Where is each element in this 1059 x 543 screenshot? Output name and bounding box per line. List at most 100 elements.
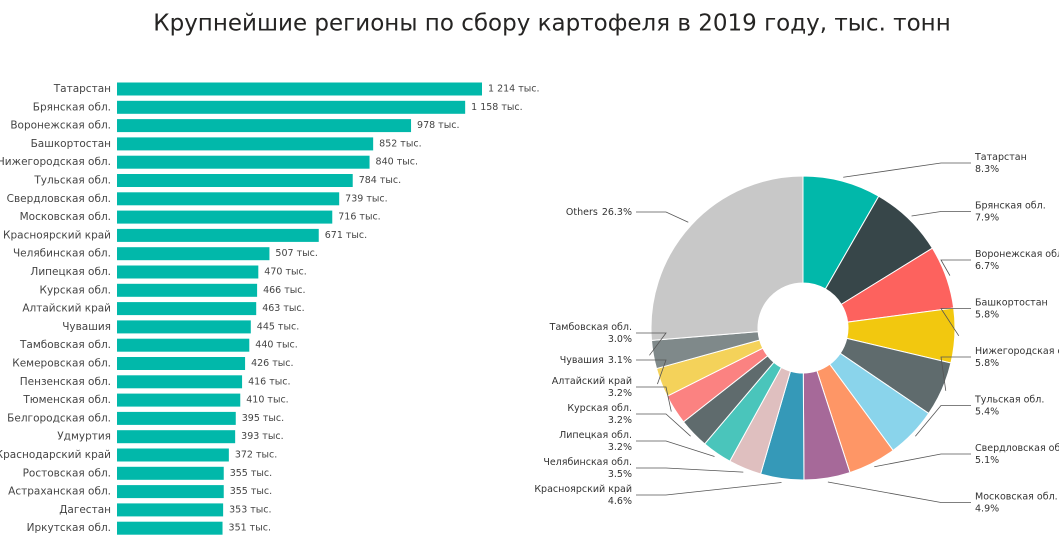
value-label: 463 тыс.	[262, 303, 304, 314]
slice-label: Красноярский край 4.6%	[534, 484, 632, 507]
category-label: Башкортостан	[31, 138, 111, 150]
slice-name: Московская обл.	[975, 491, 1058, 502]
slice-name: Красноярский край	[534, 484, 632, 495]
slice-value: 7.9%	[975, 212, 999, 223]
bar	[117, 338, 250, 352]
bar	[117, 485, 224, 499]
slice-value: 5.1%	[975, 455, 999, 466]
value-label: 410 тыс.	[246, 395, 288, 406]
bar	[117, 393, 241, 407]
value-label: 351 тыс.	[229, 523, 271, 534]
slice-name: Липецкая обл.	[559, 430, 632, 441]
slice-value: 4.9%	[975, 503, 999, 514]
value-label: 445 тыс.	[257, 321, 299, 332]
value-label: 355 тыс.	[230, 486, 272, 497]
slice-value: 4.6%	[608, 496, 632, 507]
slice-label: Others 26.3%	[566, 207, 632, 218]
slice-label: Чувашия 3.1%	[560, 355, 632, 366]
leader-line	[940, 356, 971, 391]
slice-value: 3.0%	[608, 334, 632, 345]
chart-title: Крупнейшие регионы по сбору картофеля в …	[153, 11, 950, 37]
value-label: 440 тыс.	[255, 340, 297, 351]
slice-value: 5.8%	[975, 358, 999, 369]
leader-line	[636, 386, 672, 412]
bar	[117, 283, 258, 297]
value-label: 1 214 тыс.	[488, 84, 540, 95]
slice-label: Свердловская обл.5.1%	[975, 443, 1059, 466]
category-label: Липецкая обл.	[30, 266, 111, 278]
slice-value: 26.3%	[602, 207, 632, 218]
leader-line	[636, 440, 715, 457]
slice-name: Челябинская обл.	[543, 457, 632, 468]
bar	[117, 155, 370, 169]
value-label: 393 тыс.	[241, 431, 283, 442]
slice-name: Курская обл.	[567, 403, 632, 414]
leader-line	[636, 211, 689, 223]
slice-name: Татарстан	[974, 152, 1027, 163]
category-label: Челябинская обл.	[13, 248, 111, 260]
slice-name: Тульская обл.	[974, 394, 1044, 405]
value-label: 852 тыс.	[379, 138, 421, 149]
bar	[117, 430, 236, 444]
slice-name: Чувашия	[560, 355, 604, 366]
slice-label: Воронежская обл. 6.7%	[975, 249, 1059, 272]
slice-name: Брянская обл.	[975, 200, 1046, 211]
value-label: 372 тыс.	[235, 450, 277, 461]
category-label: Тюменская обл.	[22, 394, 111, 406]
slice-value: 3.2%	[608, 415, 632, 426]
leader-line	[940, 259, 971, 276]
slice	[650, 175, 804, 341]
value-label: 355 тыс.	[230, 468, 272, 479]
slice-value: 3.1%	[608, 355, 632, 366]
value-label: 784 тыс.	[359, 175, 401, 186]
bar	[117, 210, 333, 224]
bar	[117, 174, 353, 187]
category-label: Удмуртия	[57, 431, 111, 443]
category-label: Московская обл.	[20, 211, 111, 223]
category-label: Красноярский край	[3, 229, 111, 241]
value-label: 716 тыс.	[338, 212, 380, 223]
bar	[117, 320, 251, 334]
category-label: Алтайский край	[22, 303, 111, 315]
category-label: Краснодарский край	[0, 449, 111, 461]
value-label: 416 тыс.	[248, 376, 290, 387]
bar	[117, 375, 243, 389]
leader-line	[636, 413, 691, 437]
bar	[117, 265, 259, 279]
bar	[117, 137, 374, 151]
slice-value: 3.2%	[608, 442, 632, 453]
bar	[117, 247, 270, 261]
slice-label: Тульская обл. 5.4%	[974, 394, 1044, 417]
slice-name: Башкортостан	[975, 297, 1048, 308]
category-label: Татарстан	[53, 83, 111, 95]
slice-name: Свердловская обл.	[975, 443, 1059, 454]
leader-line	[940, 308, 971, 337]
value-label: 353 тыс.	[229, 504, 271, 515]
slice-value: 3.5%	[608, 469, 632, 480]
leader-line	[874, 453, 971, 468]
value-label: 426 тыс.	[251, 358, 293, 369]
category-label: Кемеровская обл.	[12, 358, 111, 370]
slice-name: Others	[566, 207, 598, 218]
slice-label: Алтайский край 3.2%	[552, 376, 632, 399]
leader-line	[636, 482, 782, 496]
category-label: Чувашия	[62, 321, 111, 333]
bar	[117, 119, 412, 133]
bar	[117, 82, 482, 96]
slice-label: Татарстан 8.3%	[974, 152, 1027, 175]
slice-name: Тамбовская обл.	[549, 322, 632, 333]
category-label: Курская обл.	[40, 284, 112, 296]
bar	[117, 357, 246, 370]
value-label: 978 тыс.	[417, 120, 459, 131]
leader-line	[915, 405, 971, 437]
slice-label: Челябинская обл. 3.5%	[543, 457, 632, 480]
slice-label: Башкортостан 5.8%	[975, 297, 1048, 320]
leader-line	[636, 359, 667, 385]
leader-line	[827, 481, 971, 503]
bar	[117, 466, 224, 480]
value-label: 739 тыс.	[345, 193, 387, 204]
value-label: 470 тыс.	[264, 267, 306, 278]
slice-value: 3.2%	[608, 388, 632, 399]
bar	[117, 302, 257, 316]
